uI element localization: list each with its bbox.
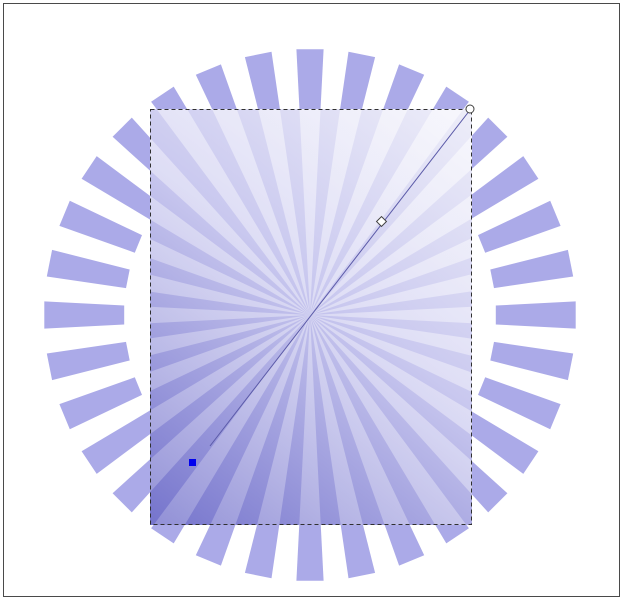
inner-ray (150, 195, 310, 315)
inner-ray (150, 315, 310, 392)
gradient-vector-line[interactable] (209, 109, 471, 447)
sunburst-ray (478, 377, 561, 430)
sunburst-ray (459, 410, 539, 474)
diamond-handle-icon[interactable] (375, 215, 388, 228)
canvas-border (3, 3, 620, 597)
inner-ray (310, 315, 472, 436)
inner-ray (256, 315, 310, 525)
sunburst-ray (478, 200, 561, 253)
inner-ray (310, 315, 472, 356)
inner-ray (150, 274, 310, 315)
sunburst-ray (490, 249, 574, 289)
inner-ray (310, 315, 472, 393)
inner-ray (310, 315, 472, 495)
inner-ray (299, 315, 321, 525)
inner-ray (150, 306, 310, 324)
inner-ray (310, 237, 472, 315)
inner-ray (150, 315, 310, 435)
sunburst-ray (81, 410, 161, 474)
inner-ray (310, 109, 408, 315)
sunburst-ray (46, 249, 130, 289)
inner-ray (310, 306, 472, 324)
inner-ray (150, 315, 310, 493)
inner-ray (150, 238, 310, 315)
circle-handle-icon[interactable] (465, 104, 475, 114)
inner-ray (310, 109, 464, 315)
square-node-icon[interactable] (189, 459, 196, 466)
inner-ray (310, 194, 472, 315)
inner-ray (310, 135, 472, 315)
inner-ray (310, 315, 364, 525)
inner-ray (310, 315, 410, 525)
sunburst-ray (59, 377, 142, 430)
sunburst-ray (81, 156, 161, 220)
sunburst-ray (459, 156, 539, 220)
sunburst-ray (46, 341, 130, 381)
inner-ray (310, 109, 362, 315)
inner-ray (156, 109, 310, 315)
sunburst-ray (59, 200, 142, 253)
sunburst-ray (490, 341, 574, 381)
inner-ray (150, 315, 310, 356)
inner-ray (210, 315, 310, 525)
inner-ray (258, 109, 310, 315)
inner-ray (310, 274, 472, 315)
sunburst-ray (495, 301, 576, 329)
selection-bounding-box (150, 109, 472, 525)
inner-ray (212, 109, 310, 315)
sunburst-ray (44, 301, 125, 329)
inner-ray (299, 109, 321, 315)
inner-ray (150, 137, 310, 315)
